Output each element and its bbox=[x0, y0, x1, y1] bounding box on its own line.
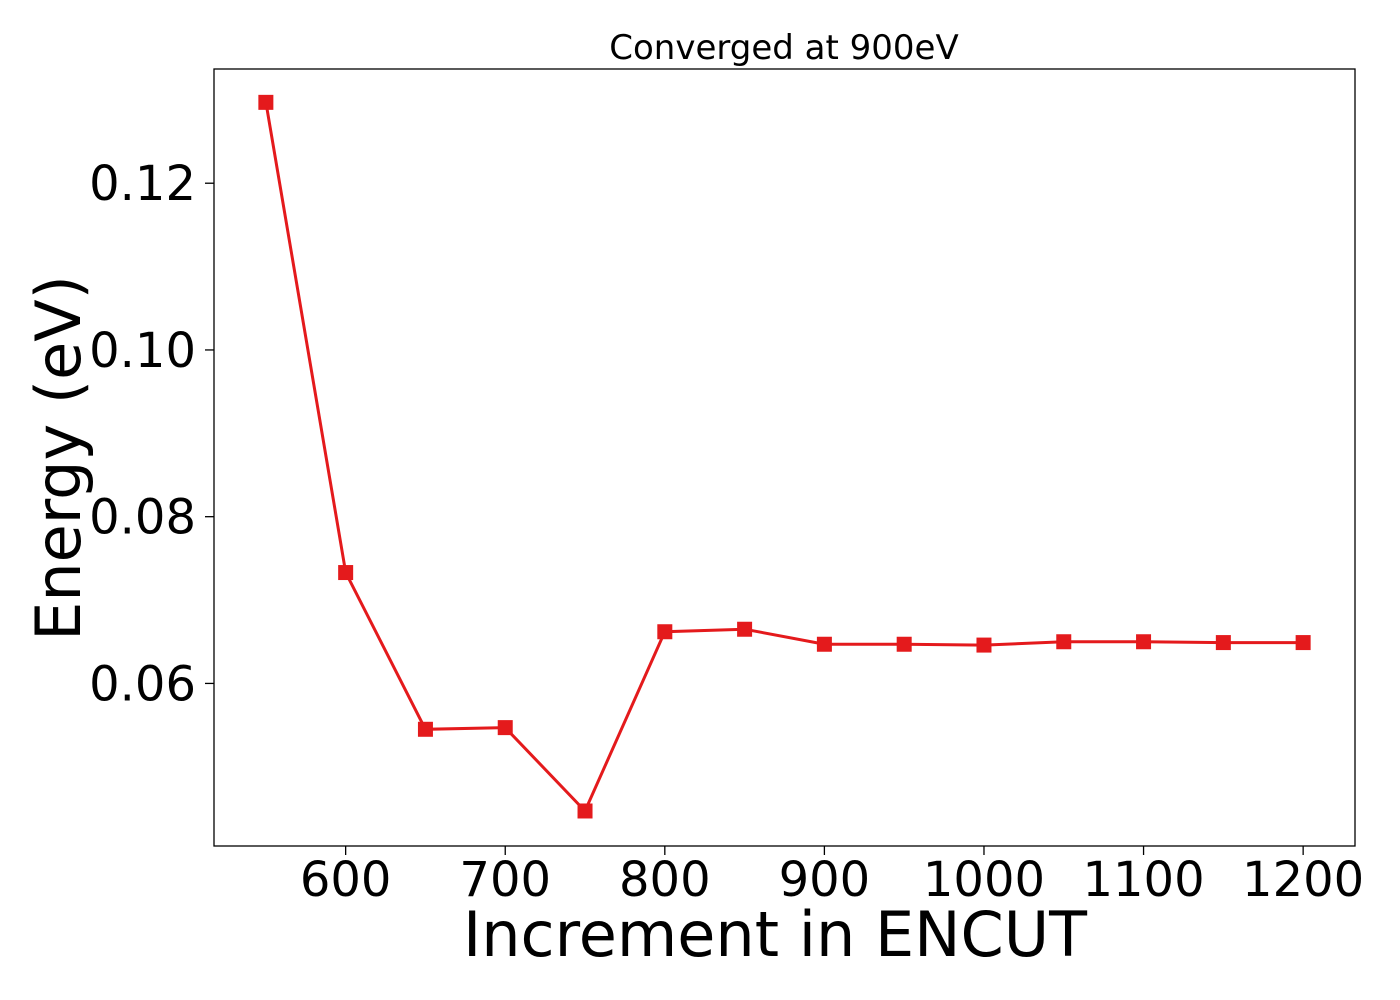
x-tick-label: 900 bbox=[779, 852, 871, 908]
series-line bbox=[264, 102, 1304, 814]
x-tick-label: 600 bbox=[300, 852, 392, 908]
x-tick-label: 1200 bbox=[1242, 852, 1364, 908]
y-tick-label: 0.10 bbox=[89, 323, 196, 379]
data-point bbox=[976, 637, 992, 653]
data-point bbox=[497, 720, 513, 736]
chart-title: Converged at 900eV bbox=[609, 28, 958, 68]
y-tick-label: 0.06 bbox=[89, 656, 196, 712]
data-point bbox=[577, 803, 593, 819]
x-tick-label: 1100 bbox=[1082, 852, 1204, 908]
data-point bbox=[258, 94, 274, 110]
x-tick-label: 700 bbox=[459, 852, 551, 908]
x-axis: 600 700 800 900 1000 1100 1200 bbox=[300, 846, 1364, 908]
y-tick-label: 0.08 bbox=[89, 490, 196, 546]
y-tick-label: 0.12 bbox=[89, 156, 196, 212]
data-point bbox=[417, 721, 433, 737]
x-tick-label: 800 bbox=[619, 852, 711, 908]
data-point bbox=[896, 636, 912, 652]
y-axis: 0.06 0.08 0.10 0.12 bbox=[89, 156, 214, 712]
x-axis-label: Increment in ENCUT bbox=[463, 898, 1088, 971]
series-group bbox=[258, 94, 1311, 819]
data-point bbox=[338, 565, 354, 581]
data-point bbox=[816, 636, 832, 652]
data-point bbox=[1295, 635, 1311, 651]
data-point bbox=[737, 621, 753, 637]
data-point bbox=[1136, 634, 1152, 650]
data-point bbox=[1056, 634, 1072, 650]
data-point bbox=[657, 624, 673, 640]
y-axis-label: Energy (eV) bbox=[22, 275, 95, 641]
x-tick-label: 1000 bbox=[923, 852, 1045, 908]
plot-area bbox=[213, 68, 1356, 847]
data-point bbox=[1215, 635, 1231, 651]
